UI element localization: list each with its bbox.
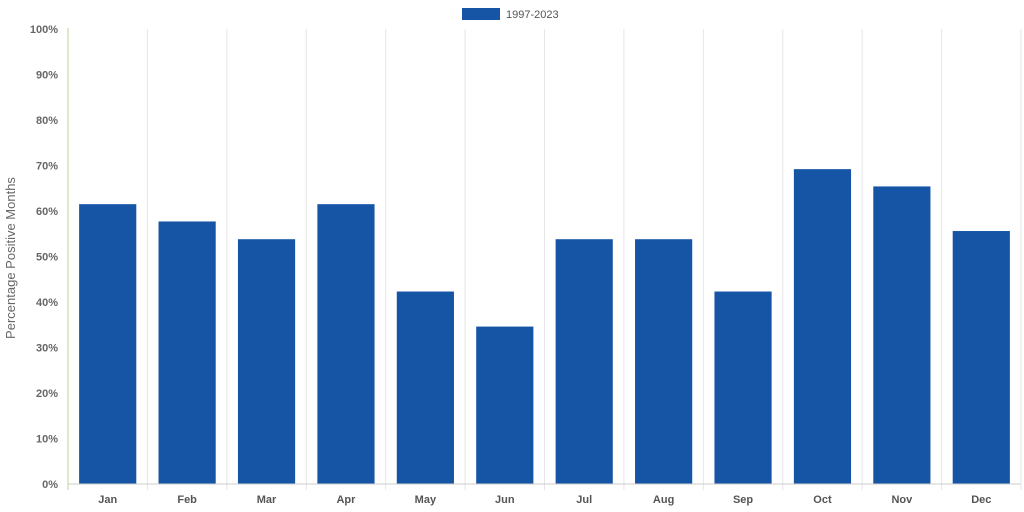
y-tick-label: 50% [36,252,58,264]
y-tick-label: 80% [36,115,58,127]
x-axis-ticks: Jan Feb Mar Apr May Jun Jul Aug Sep Oct Nov Dec [98,494,991,506]
y-tick-label: 70% [36,161,58,173]
bar-jul[interactable] [555,239,613,484]
legend-swatch [462,8,500,20]
bar-nov[interactable] [873,186,931,484]
legend-label: 1997-2023 [506,9,559,21]
gridlines [146,29,1022,490]
x-tick-label: Aug [653,494,674,506]
bar-jun[interactable] [476,326,534,484]
x-tick-label: Feb [177,494,197,506]
x-tick-label: Jun [495,494,515,506]
x-tick-label: Mar [257,494,277,506]
bar-jan[interactable] [79,204,137,485]
y-axis-ticks: 0% 10% 20% 30% 40% 50% 60% 70% 80% 90% 100% [30,24,58,491]
bar-may[interactable] [396,291,454,484]
y-axis-title: Percentage Positive Months [3,177,18,339]
bar-mar[interactable] [237,239,296,484]
bar-feb[interactable] [158,221,216,484]
x-tick-label: Apr [336,494,356,506]
y-tick-label: 30% [36,343,58,355]
bar-sep[interactable] [714,291,772,484]
bar-apr[interactable] [317,204,375,485]
bar-dec[interactable] [952,231,1010,484]
y-tick-label: 20% [36,388,58,400]
legend[interactable]: 1997-2023 [462,8,559,21]
x-tick-label: Nov [891,494,913,506]
bars [79,169,1010,485]
x-tick-label: Oct [813,494,832,506]
bar-oct[interactable] [793,169,852,484]
x-tick-label: Sep [733,494,753,506]
x-tick-label: May [415,494,437,506]
y-tick-label: 40% [36,297,58,309]
y-tick-label: 100% [30,24,58,36]
x-tick-label: Jul [576,494,592,506]
x-tick-label: Jan [98,494,117,506]
y-tick-label: 60% [36,206,58,218]
bar-aug[interactable] [635,239,693,484]
y-tick-label: 0% [42,479,58,491]
x-tick-label: Dec [971,494,991,506]
y-tick-label: 90% [36,70,58,82]
y-tick-label: 10% [36,434,58,446]
